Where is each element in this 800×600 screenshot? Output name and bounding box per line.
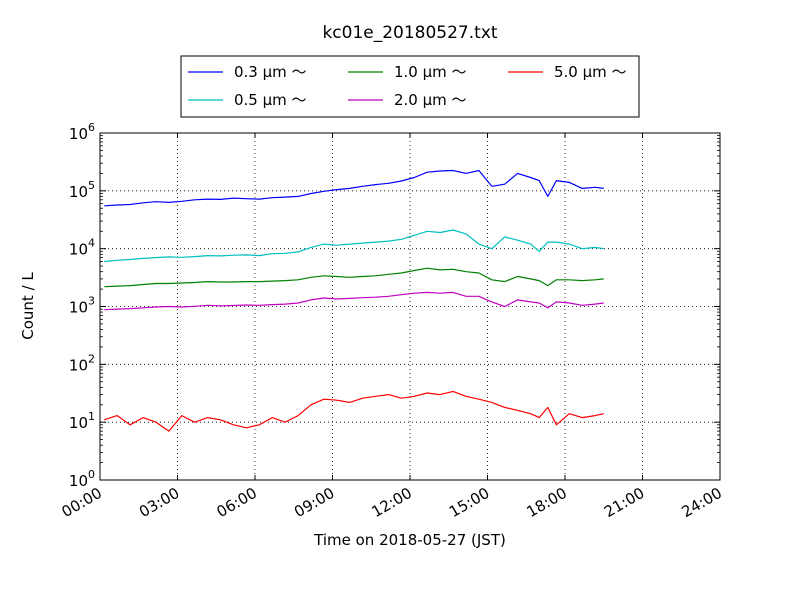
series-group (104, 169, 604, 432)
x-tick-label: 21:00 (601, 484, 647, 521)
x-tick-label: 15:00 (446, 484, 492, 521)
legend-label: 1.0 μm ～ (394, 63, 467, 81)
y-tick-exponent: 1 (88, 410, 95, 423)
y-tick-base: 10 (69, 356, 88, 374)
y-tick-exponent: 5 (88, 179, 95, 192)
y-tick-label: 104 (69, 237, 95, 259)
x-tick-label: 24:00 (679, 484, 725, 521)
y-tick-label: 106 (69, 121, 95, 143)
y-tick-exponent: 6 (88, 121, 95, 134)
chart-title: kc01e_20180527.txt (322, 23, 497, 43)
x-tick-label: 09:00 (291, 484, 337, 521)
y-axis-label: Count / L (19, 272, 37, 340)
y-tick-label: 103 (69, 295, 95, 317)
y-tick-label: 102 (69, 352, 95, 374)
y-tick-exponent: 3 (88, 295, 95, 308)
x-tick-label: 03:00 (136, 484, 182, 521)
y-tick-base: 10 (69, 183, 88, 201)
y-tick-exponent: 2 (88, 352, 95, 365)
x-axis-label: Time on 2018-05-27 (JST) (313, 531, 506, 549)
legend-label: 0.5 μm ～ (234, 91, 307, 109)
legend-label: 0.3 μm ～ (234, 63, 307, 81)
y-tick-base: 10 (69, 472, 88, 490)
legend: 0.3 μm ～ 0.5 μm ～ 1.0 μm ～ 2.0 μm ～ 5.0 μm ～ (180, 55, 640, 118)
series-line (104, 169, 604, 207)
legend-frame (180, 55, 640, 118)
grid (100, 133, 720, 480)
x-tick-label: 06:00 (214, 484, 260, 521)
legend-label: 2.0 μm ～ (394, 91, 467, 109)
y-tick-base: 10 (69, 414, 88, 432)
y-tick-base: 10 (69, 241, 88, 259)
x-tick-label: 12:00 (369, 484, 415, 521)
series-line (104, 229, 604, 263)
x-tick-label: 18:00 (524, 484, 570, 521)
y-tick-exponent: 4 (88, 237, 95, 250)
y-tick-label: 101 (69, 410, 95, 432)
series-line (104, 390, 604, 432)
series-line (104, 291, 604, 311)
x-ticks: 00:00 03:00 06:00 09:00 12:00 15:00 18:00 21:00… (59, 133, 725, 521)
y-tick-label: 105 (69, 179, 95, 201)
y-tick-base: 10 (69, 299, 88, 317)
y-tick-exponent: 0 (88, 468, 95, 481)
legend-label: 5.0 μm ～ (554, 63, 627, 81)
series-line (104, 267, 604, 288)
y-tick-base: 10 (69, 125, 88, 143)
y-tick-label: 100 (69, 468, 95, 490)
